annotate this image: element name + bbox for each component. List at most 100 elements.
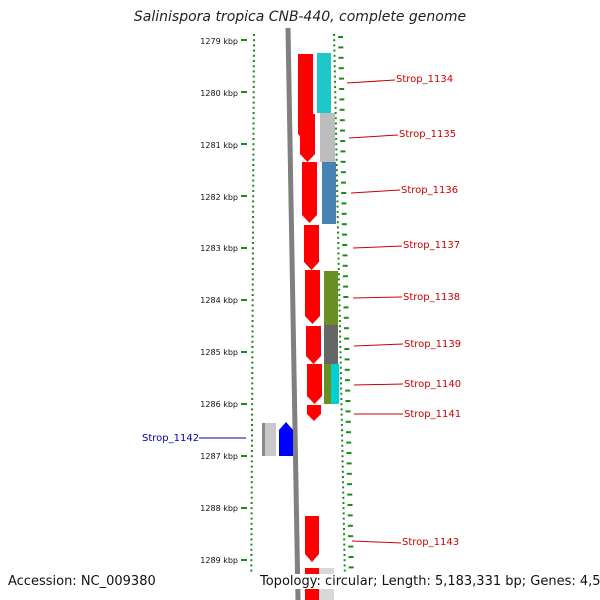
ruler-dash-tick — [342, 264, 348, 267]
ruler-dash-tick — [348, 556, 354, 558]
ruler-major-tick — [241, 455, 247, 457]
ruler-minor-tick — [252, 164, 255, 166]
gene-arrow-1135[interactable] — [300, 114, 315, 162]
ruler-minor-tick — [335, 148, 338, 151]
ruler-minor-tick — [252, 210, 255, 213]
ruler-minor-tick — [252, 174, 255, 177]
ruler-minor-tick — [252, 138, 255, 140]
kbp-label: 1282 kbp — [200, 193, 238, 202]
gene-arrow-1141[interactable] — [307, 405, 321, 421]
ruler-minor-tick — [339, 335, 342, 338]
ruler-dash-tick — [344, 358, 350, 361]
ruler-dash-tick — [344, 348, 350, 350]
ruler-minor-tick — [340, 403, 343, 406]
ruler-minor-tick — [251, 294, 254, 296]
ruler-minor-tick — [340, 418, 343, 421]
ruler-minor-tick — [250, 522, 253, 525]
ruler-minor-tick — [252, 127, 255, 130]
ruler-minor-tick — [340, 424, 343, 426]
ruler-minor-tick — [338, 294, 341, 296]
accession-text: Accession: NC_009380 — [8, 574, 156, 589]
ruler-dash-tick — [346, 431, 352, 434]
ruler-minor-tick — [251, 346, 254, 348]
ruler-minor-tick — [341, 470, 344, 473]
gene-label-1136[interactable]: Strop_1136 — [401, 185, 458, 196]
ruler-minor-tick — [250, 434, 253, 437]
ruler-dash-tick — [348, 566, 354, 569]
ruler-minor-tick — [343, 564, 346, 567]
ruler-minor-tick — [251, 304, 254, 307]
ruler-minor-tick — [337, 273, 340, 276]
ruler-minor-tick — [343, 569, 346, 572]
gene-label-1137[interactable]: Strop_1137 — [403, 240, 460, 251]
gene-arrow-1137[interactable] — [304, 225, 319, 270]
gene-arrow-1136[interactable] — [302, 162, 317, 223]
ruler-minor-tick — [336, 184, 339, 187]
ruler-major-tick — [241, 91, 247, 93]
ruler-dash-tick — [347, 524, 353, 527]
ruler-minor-tick — [250, 455, 253, 458]
ruler-minor-tick — [338, 314, 341, 317]
ruler-dash-tick — [342, 233, 348, 236]
gene-label-1134[interactable]: Strop_1134 — [396, 74, 453, 85]
ruler-dash-tick — [341, 192, 347, 194]
kbp-label: 1287 kbp — [200, 452, 238, 461]
reverse-strand-cds — [262, 422, 293, 456]
ruler-dash-tick — [340, 140, 346, 142]
ruler-minor-tick — [251, 268, 254, 270]
gene-label-1139[interactable]: Strop_1139 — [404, 339, 461, 350]
ruler-minor-tick — [336, 210, 339, 213]
gene-arrow-1142[interactable] — [279, 422, 293, 456]
ruler-dash-tick — [339, 98, 345, 101]
ruler-minor-tick — [342, 496, 345, 499]
ruler-minor-tick — [251, 377, 254, 380]
ruler-minor-tick — [343, 538, 346, 541]
ruler-minor-tick — [333, 49, 336, 52]
ruler-minor-tick — [252, 91, 255, 94]
ruler-minor-tick — [252, 226, 255, 229]
ruler-dash-tick — [340, 171, 346, 174]
ruler-minor-tick — [337, 252, 340, 255]
ruler-minor-tick — [334, 96, 337, 99]
genome-backbone — [285, 27, 301, 600]
ruler-minor-tick — [338, 288, 341, 291]
gene-arrow-1138[interactable] — [305, 270, 320, 324]
ruler-minor-tick — [252, 190, 255, 192]
gene-arrow-1143[interactable] — [305, 516, 319, 562]
gene-label-1141[interactable]: Strop_1141 — [404, 409, 461, 420]
ruler-minor-tick — [251, 231, 254, 234]
ruler-minor-tick — [339, 346, 342, 348]
gene-arrow-1139[interactable] — [306, 326, 321, 364]
ruler-minor-tick — [252, 39, 255, 42]
gene-label-1142[interactable]: Strop_1142 — [142, 433, 199, 444]
gene-label-1140[interactable]: Strop_1140 — [404, 379, 461, 390]
ruler-minor-tick — [251, 320, 254, 322]
gene-label-1143[interactable]: Strop_1143 — [402, 537, 459, 548]
ruler-minor-tick — [252, 101, 255, 104]
ruler-minor-tick — [334, 91, 337, 94]
gene-label-1138[interactable]: Strop_1138 — [403, 292, 460, 303]
kbp-label: 1280 kbp — [200, 89, 238, 98]
ruler-minor-tick — [251, 382, 254, 385]
kbp-label: 1279 kbp — [200, 37, 238, 46]
ruler-minor-tick — [343, 548, 346, 551]
ruler-dash-tick — [343, 306, 349, 309]
cog-block-cyan-small — [331, 364, 339, 404]
ruler-minor-tick — [252, 169, 255, 172]
ruler-minor-tick — [250, 481, 253, 484]
gene-label-1135[interactable]: Strop_1135 — [399, 129, 456, 140]
ruler-minor-tick — [252, 195, 255, 198]
ruler-minor-tick — [336, 226, 339, 229]
ruler-minor-tick — [333, 65, 336, 68]
forward-strand-cds — [298, 54, 322, 600]
ruler-dash-tick — [344, 368, 350, 371]
ruler-minor-tick — [337, 268, 340, 270]
ruler-minor-tick — [335, 158, 338, 161]
ruler-minor-tick — [250, 533, 253, 536]
ruler-minor-tick — [251, 273, 254, 276]
ruler-major-tick — [241, 299, 247, 301]
gene-arrow-1140[interactable] — [307, 364, 322, 404]
ruler-minor-tick — [251, 356, 254, 359]
ruler-minor-tick — [342, 481, 345, 484]
ruler-minor-tick — [250, 470, 253, 473]
